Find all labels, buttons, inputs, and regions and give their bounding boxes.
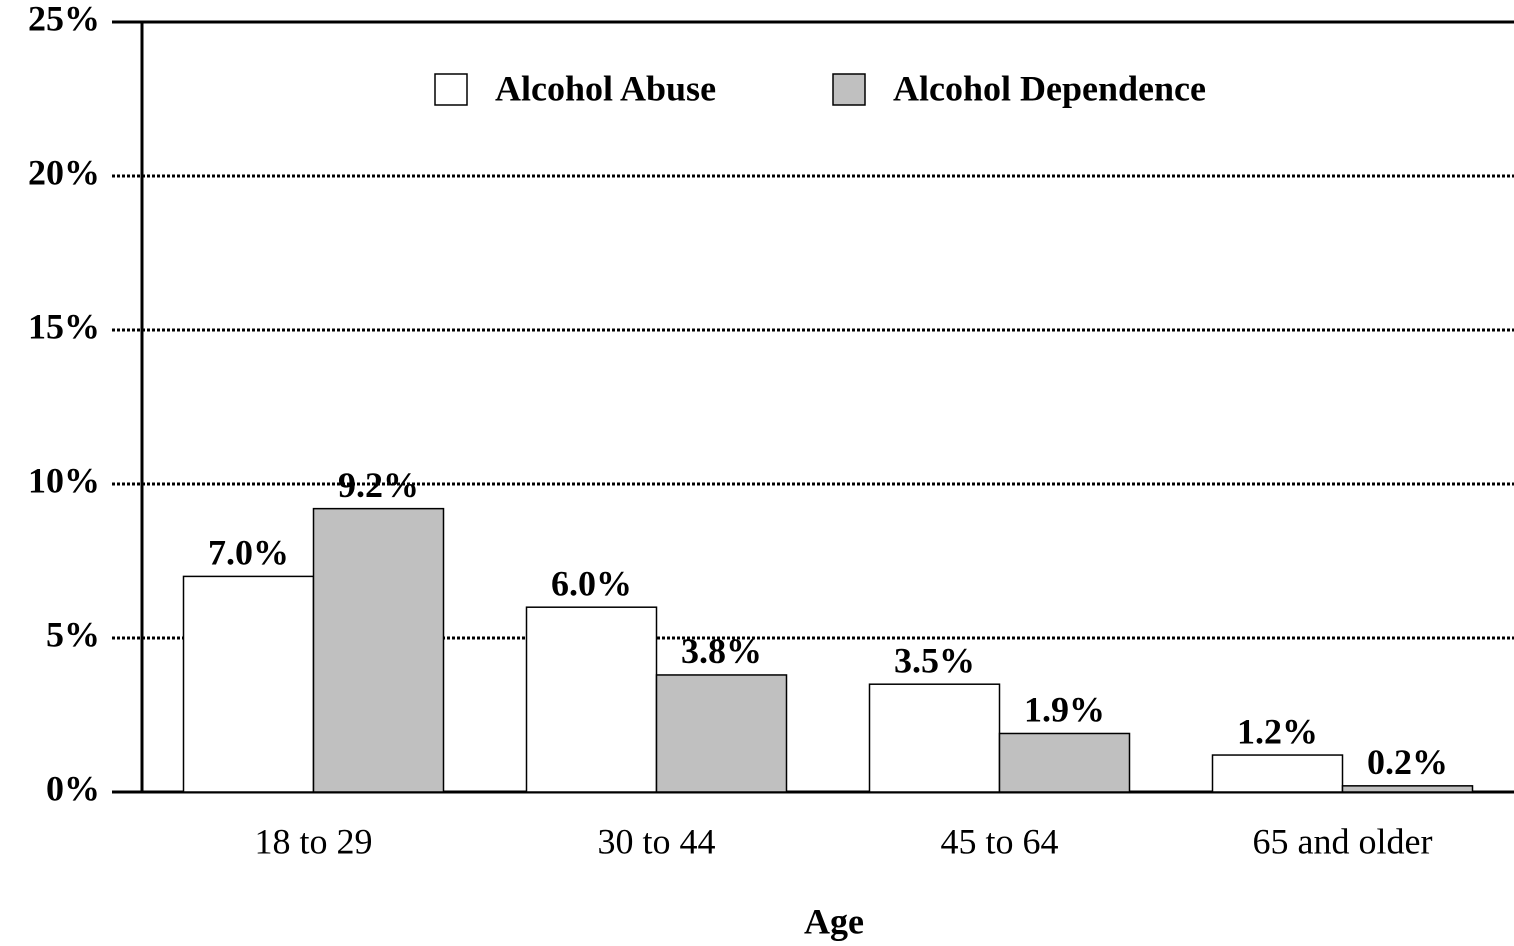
- value-label: 9.2%: [338, 465, 419, 505]
- bar: [868, 683, 1001, 793]
- x-axis-title: Age: [804, 901, 864, 941]
- legend-swatch: [434, 73, 468, 106]
- bar: [1341, 785, 1474, 793]
- y-tick-label: 0%: [46, 768, 100, 808]
- bar: [182, 575, 315, 793]
- value-label: 1.9%: [1024, 690, 1105, 730]
- value-label: 7.0%: [208, 533, 289, 573]
- legend-label: Alcohol Abuse: [495, 68, 716, 108]
- value-label: 6.0%: [551, 563, 632, 603]
- y-tick-label: 5%: [46, 614, 100, 654]
- value-label: 0.2%: [1367, 742, 1448, 782]
- value-label: 3.8%: [681, 631, 762, 671]
- y-tick-label: 20%: [28, 152, 100, 192]
- bar: [655, 674, 788, 793]
- y-tick-label: 25%: [28, 0, 100, 38]
- legend-label: Alcohol Dependence: [893, 68, 1206, 108]
- legend-swatch: [832, 73, 866, 106]
- x-tick-label: 65 and older: [1253, 821, 1433, 861]
- y-tick-label: 10%: [28, 460, 100, 500]
- bar: [998, 732, 1131, 793]
- bar: [525, 606, 658, 793]
- value-label: 3.5%: [894, 640, 975, 680]
- bar: [312, 507, 445, 793]
- x-tick-label: 18 to 29: [254, 821, 372, 861]
- x-tick-label: 30 to 44: [597, 821, 715, 861]
- y-tick-label: 15%: [28, 306, 100, 346]
- bar: [1211, 754, 1344, 793]
- x-tick-label: 45 to 64: [940, 821, 1058, 861]
- value-label: 1.2%: [1237, 711, 1318, 751]
